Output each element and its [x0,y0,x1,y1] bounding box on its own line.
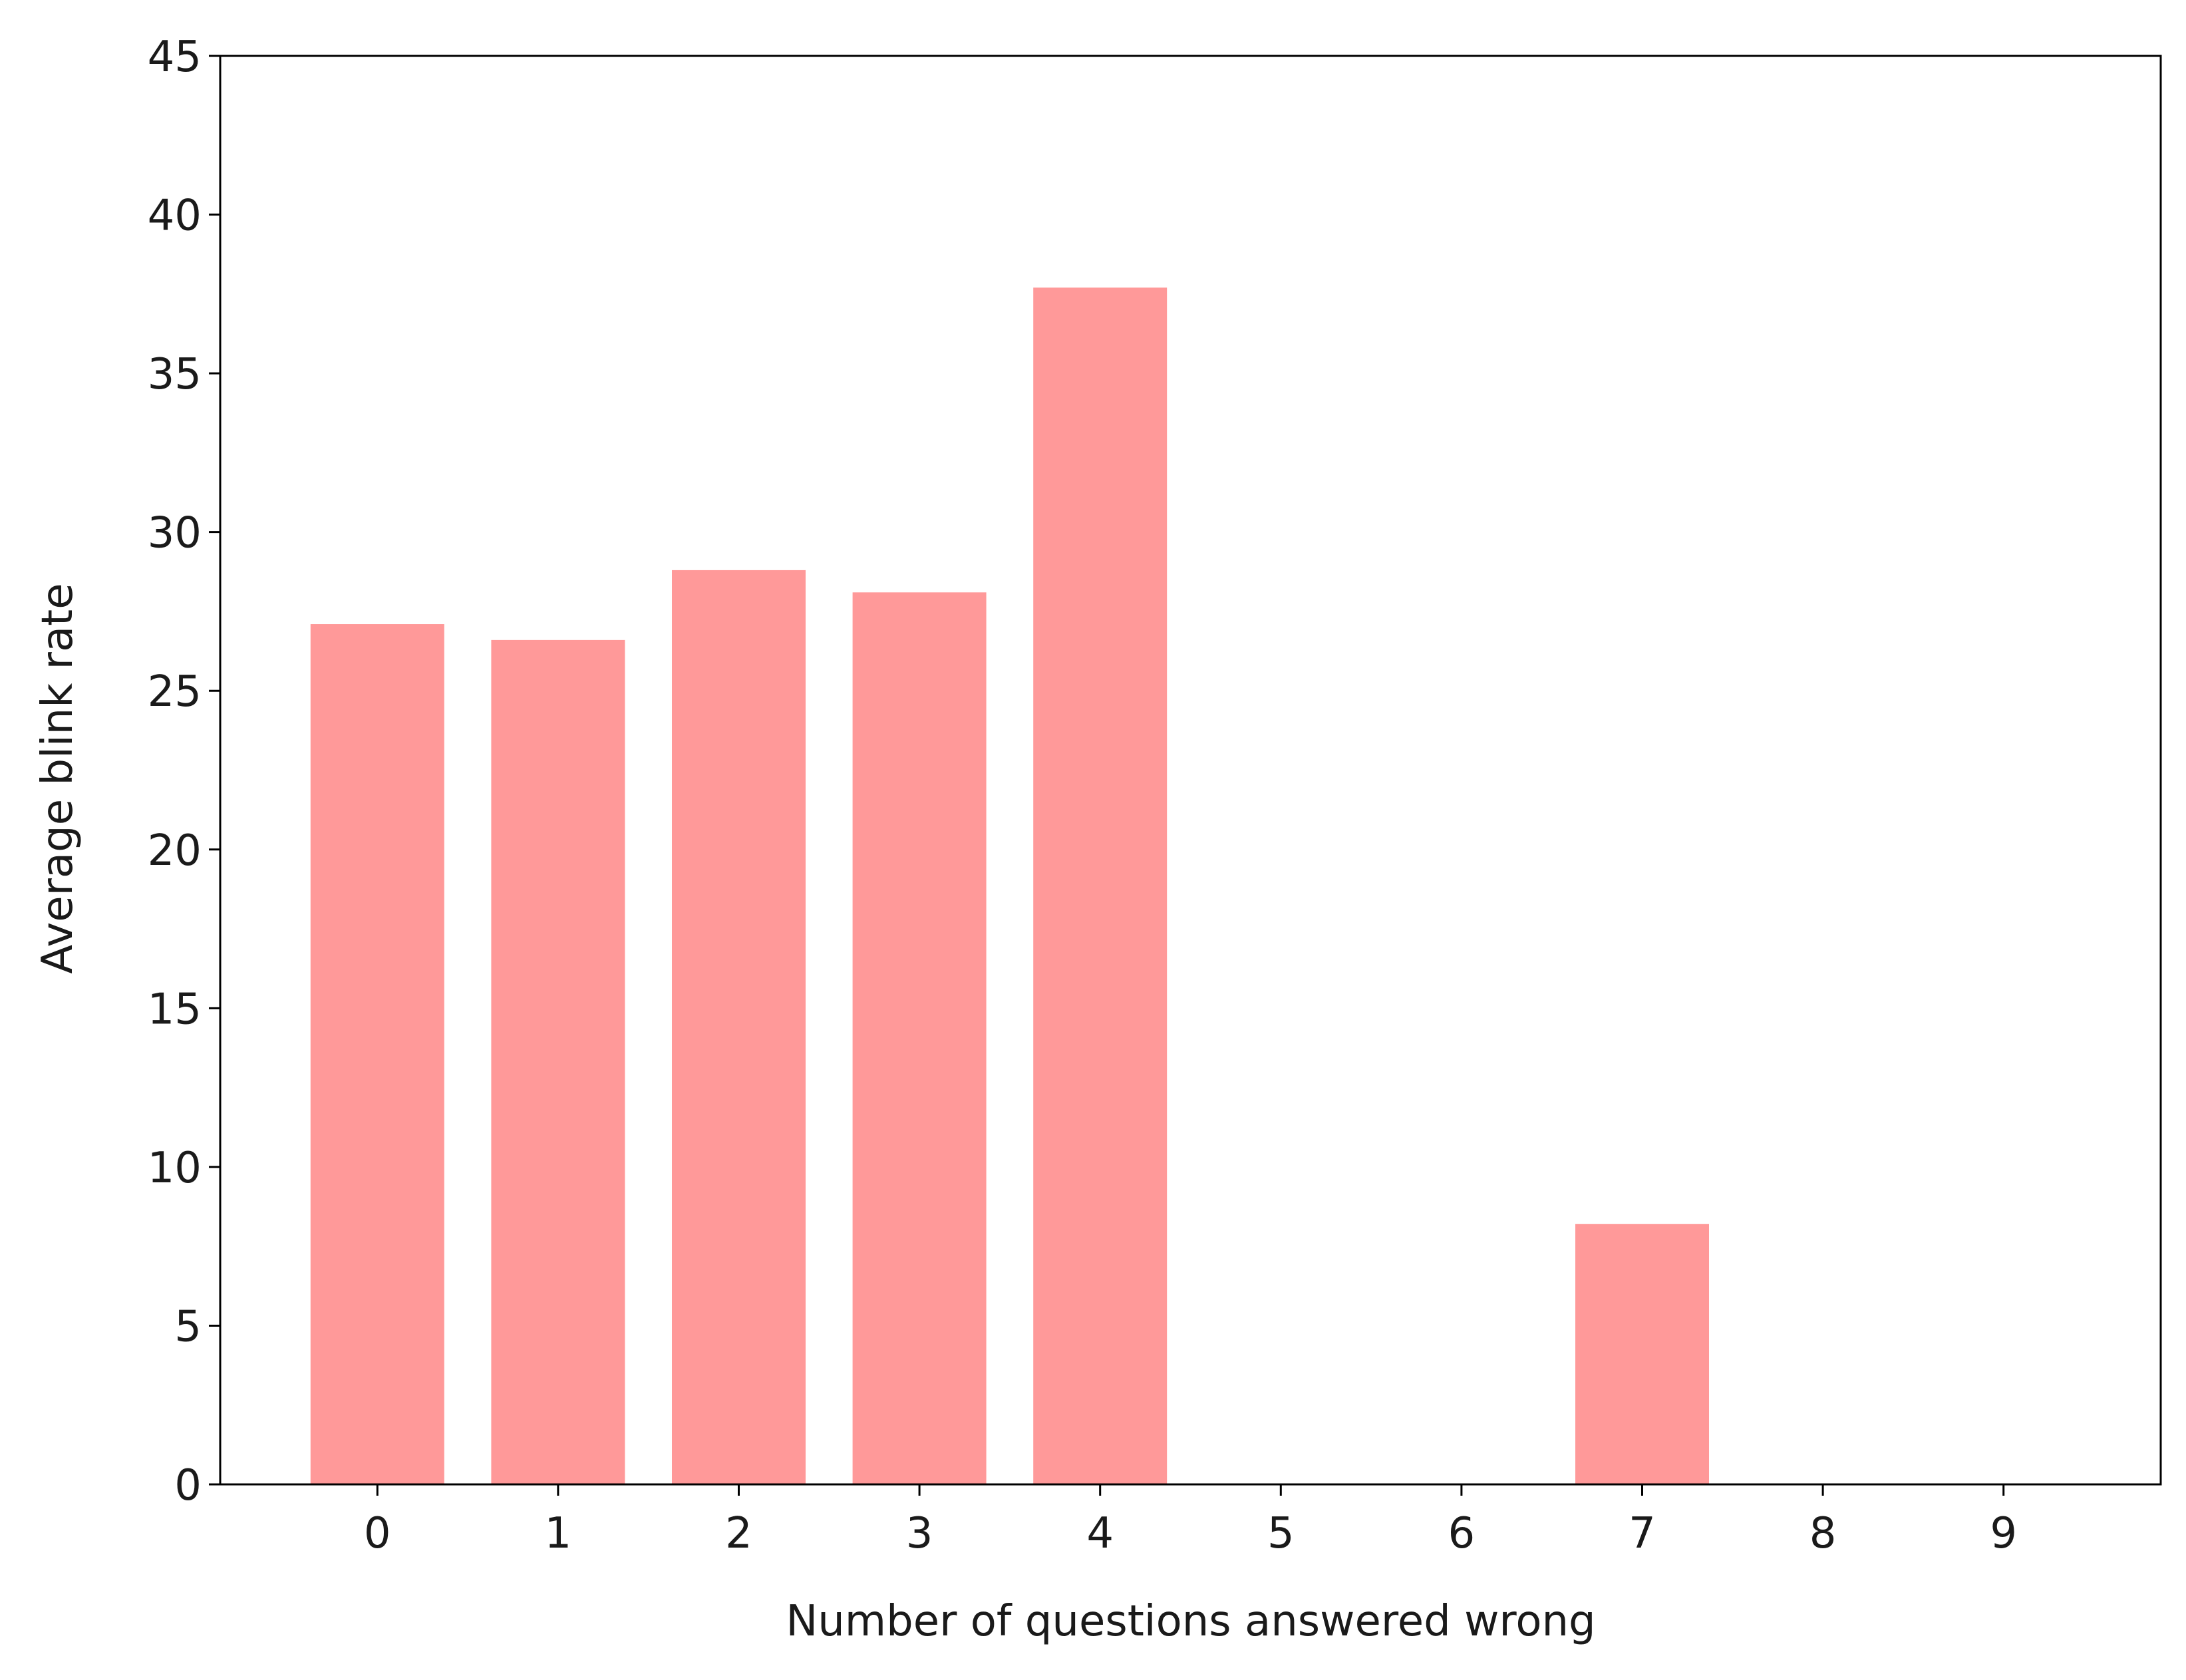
bar [1033,287,1168,1484]
y-tick-label: 0 [174,1461,202,1510]
x-tick-label: 5 [1267,1509,1295,1558]
y-tick-label: 40 [148,192,202,241]
x-tick-label: 6 [1448,1509,1476,1558]
bar [852,592,987,1484]
y-axis-label: Average blink rate [33,583,82,973]
x-tick-label: 4 [1086,1509,1114,1558]
plot-frame [219,55,2162,1486]
x-tick-label: 0 [364,1509,391,1558]
y-tick-label: 5 [174,1302,202,1351]
y-tick-label: 30 [148,509,202,558]
x-tick-label: 7 [1629,1509,1656,1558]
y-tick-label: 45 [148,33,202,82]
x-tick-label: 8 [1809,1509,1837,1558]
y-tick-label: 35 [148,350,202,399]
bar [310,624,444,1485]
y-tick-label: 15 [148,985,202,1034]
bar [491,639,625,1484]
x-tick-label: 9 [1990,1509,2017,1558]
x-tick-label: 3 [906,1509,933,1558]
y-tick-label: 20 [148,826,202,876]
x-tick-label: 2 [725,1509,752,1558]
x-tick-label: 1 [545,1509,572,1558]
bar [672,570,806,1485]
x-axis-label: Number of questions answered wrong [786,1597,1595,1646]
y-tick-label: 25 [148,667,202,717]
bar [1575,1224,1709,1484]
y-tick-label: 10 [148,1144,202,1193]
